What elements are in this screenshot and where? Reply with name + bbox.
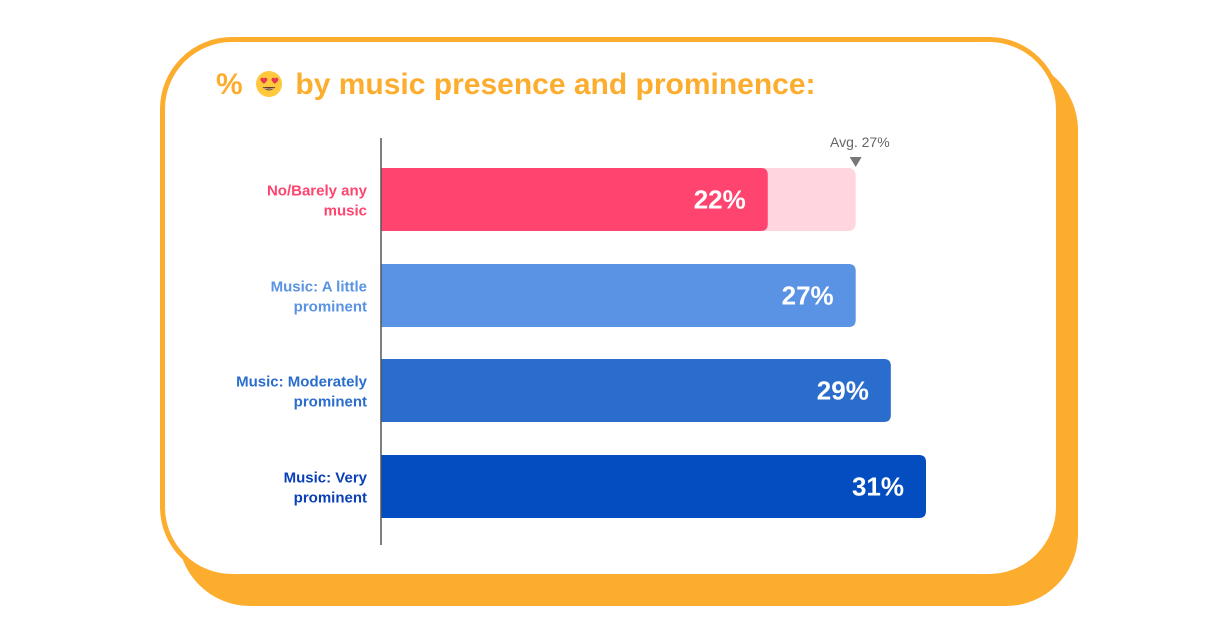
bar: [381, 359, 891, 422]
bar: [381, 455, 926, 518]
category-label: Music: Moderately: [236, 374, 368, 391]
category-label: Music: Very: [284, 470, 368, 487]
category-label: prominent: [294, 490, 367, 507]
bar-value-label: 31%: [852, 472, 904, 502]
avg-marker-triangle: [849, 157, 862, 167]
heart-eyes-emoji-icon: [256, 71, 283, 97]
category-label: prominent: [294, 299, 367, 316]
bar-value-label: 22%: [694, 185, 746, 215]
bar: [381, 264, 856, 327]
avg-label: Avg. 27%: [830, 134, 890, 150]
bar-value-label: 27%: [782, 281, 834, 311]
category-label: Music: A little: [271, 279, 367, 296]
title-text: by music presence and prominence:: [295, 68, 816, 102]
category-label: prominent: [294, 394, 367, 411]
title-prefix: %: [216, 68, 243, 102]
category-label: music: [324, 203, 367, 220]
chart-title: % by music presence and prominence:: [216, 64, 816, 105]
bar: [381, 168, 768, 231]
bar-value-label: 29%: [817, 376, 869, 406]
category-label: No/Barely any: [267, 183, 368, 200]
